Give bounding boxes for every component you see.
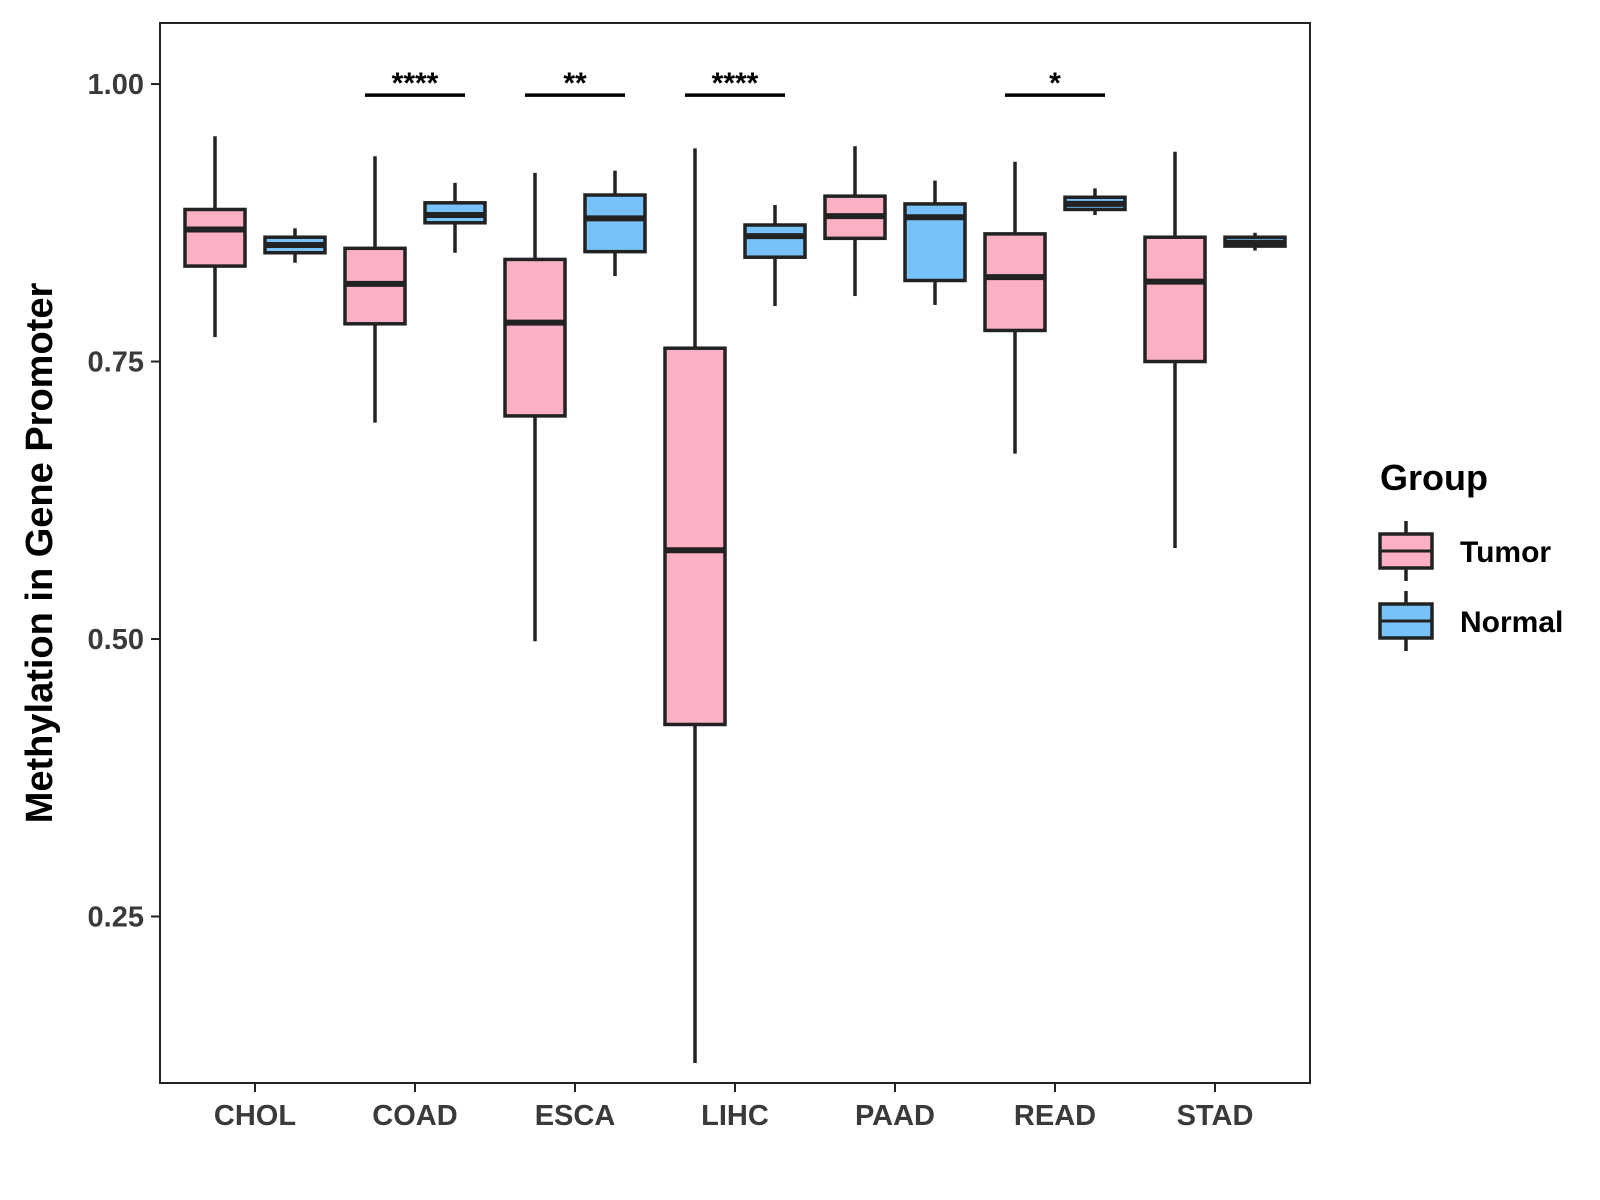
y-axis-title: Methylation in Gene Promoter	[19, 283, 61, 824]
box-iqr	[743, 223, 807, 259]
significance-label: ****	[712, 67, 759, 100]
legend-label-tumor: Tumor	[1460, 536, 1551, 569]
box-normal-stad	[1223, 232, 1287, 251]
box-tumor-lihc	[663, 148, 727, 1064]
box-iqr	[983, 232, 1047, 333]
significance-label: **	[563, 67, 587, 100]
y-tick-label: 0.75	[88, 347, 144, 379]
y-tick-label: 0.50	[88, 624, 144, 656]
plot-panel	[159, 22, 1311, 1084]
x-tick-label: LIHC	[701, 1100, 769, 1132]
box-normal-lihc	[743, 205, 807, 307]
legend-title: Group	[1380, 457, 1488, 498]
y-axis: 0.25 0.50 0.75 1.00	[88, 69, 160, 934]
series-tumor	[183, 136, 1207, 1064]
box-tumor-chol	[183, 136, 247, 338]
x-tick-label: PAAD	[855, 1100, 935, 1132]
box-normal-chol	[263, 228, 327, 263]
box-iqr	[583, 193, 647, 254]
legend-label-normal: Normal	[1460, 606, 1563, 639]
box-normal-read	[1063, 188, 1127, 216]
box-tumor-coad	[343, 156, 407, 423]
y-tick-label: 1.00	[88, 69, 144, 101]
box-normal-esca	[583, 170, 647, 277]
box-iqr	[503, 257, 567, 418]
box-normal-paad	[903, 180, 967, 305]
box-iqr	[183, 207, 247, 268]
x-tick-label: COAD	[372, 1100, 457, 1132]
box-tumor-esca	[503, 172, 567, 642]
x-tick-label: STAD	[1177, 1100, 1254, 1132]
box-normal-coad	[423, 182, 487, 253]
legend-key-normal	[1378, 591, 1434, 651]
x-tick-label: ESCA	[535, 1100, 616, 1132]
box-iqr	[663, 346, 727, 727]
x-tick-label: READ	[1014, 1100, 1096, 1132]
legend: Group Tumor Normal	[1378, 457, 1563, 651]
box-series	[183, 136, 1287, 1064]
box-tumor-paad	[823, 146, 887, 297]
box-iqr	[1143, 235, 1207, 364]
legend-key-tumor	[1378, 521, 1434, 581]
significance-annotations: **** ** **** *	[365, 67, 1105, 100]
y-tick-label: 0.25	[88, 902, 144, 934]
box-tumor-stad	[1143, 151, 1207, 549]
significance-label: *	[1049, 67, 1061, 100]
significance-label: ****	[392, 67, 439, 100]
series-normal	[263, 170, 1287, 307]
box-tumor-read	[983, 161, 1047, 454]
x-axis: CHOL COAD ESCA LIHC PAAD READ STAD	[214, 1083, 1253, 1132]
x-tick-label: CHOL	[214, 1100, 296, 1132]
